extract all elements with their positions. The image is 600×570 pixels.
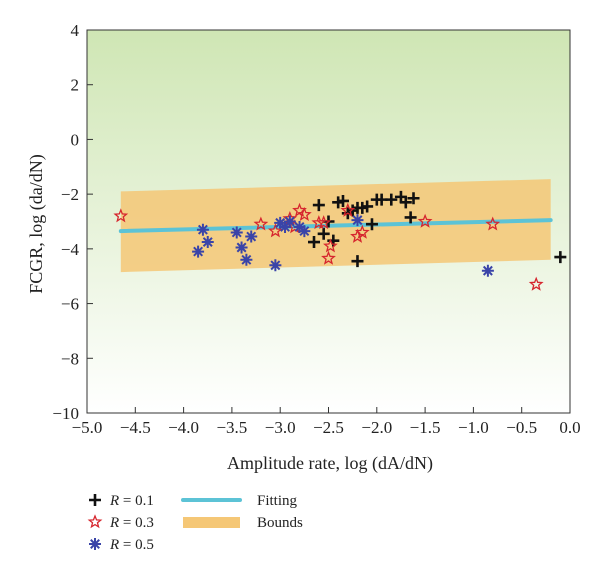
data-point-r01 xyxy=(317,227,330,240)
data-point-r03 xyxy=(340,202,356,217)
x-tick-label: −1.5 xyxy=(410,418,441,437)
data-point-r03 xyxy=(485,216,501,231)
fitting-line xyxy=(118,218,553,234)
x-tick-label: −4.5 xyxy=(120,418,151,437)
legend: R = 0.1 R = 0.3 R = 0.5 Fitting Bounds xyxy=(87,493,303,553)
data-point-r01 xyxy=(407,192,420,205)
data-point-r05 xyxy=(279,220,292,233)
y-tick-label: −10 xyxy=(52,404,79,423)
legend-fitting-label: Fitting xyxy=(257,493,298,509)
legend-bounds-swatch xyxy=(183,517,240,528)
data-point-r01 xyxy=(385,193,398,206)
data-point-r05 xyxy=(196,223,209,236)
y-axis-ticks: 4 2 0 −2 −4 −6 −8 −10 xyxy=(52,21,93,423)
data-point-r03 xyxy=(417,213,433,228)
data-point-r03 xyxy=(267,223,283,238)
data-point-r05 xyxy=(192,245,205,258)
legend-r05-marker xyxy=(89,538,101,550)
x-tick-label: −2.0 xyxy=(361,418,392,437)
data-point-r03 xyxy=(528,276,544,291)
data-point-r05 xyxy=(245,230,258,243)
x-tick-label: −2.5 xyxy=(313,418,344,437)
data-point-r05 xyxy=(240,253,253,266)
data-point-r05 xyxy=(283,215,296,228)
data-point-r05 xyxy=(293,220,306,233)
x-tick-label: −4.0 xyxy=(168,418,199,437)
data-point-r05 xyxy=(274,216,287,229)
data-point-r03 xyxy=(296,206,312,221)
legend-r03-label: R = 0.3 xyxy=(109,515,154,531)
y-tick-label: 0 xyxy=(71,130,80,149)
data-point-r03 xyxy=(316,215,332,230)
data-points xyxy=(113,190,567,291)
data-point-r03 xyxy=(354,224,370,239)
data-point-r01 xyxy=(404,211,417,224)
data-point-r03 xyxy=(321,250,336,265)
data-point-r05 xyxy=(298,225,311,238)
x-tick-label: 0.0 xyxy=(559,418,580,437)
data-point-r01 xyxy=(308,236,321,249)
data-point-r01 xyxy=(361,200,374,213)
data-point-r05 xyxy=(201,236,214,249)
data-point-r05 xyxy=(481,264,494,277)
legend-r05-label: R = 0.5 xyxy=(109,537,154,553)
data-point-r05 xyxy=(235,241,248,254)
y-tick-label: −6 xyxy=(61,295,79,314)
data-point-r05 xyxy=(230,226,243,239)
legend-r03-marker xyxy=(87,514,103,529)
y-tick-label: −2 xyxy=(61,185,79,204)
x-tick-label: −3.0 xyxy=(265,418,296,437)
data-point-r01 xyxy=(399,196,412,209)
data-point-r01 xyxy=(336,194,349,207)
y-axis-label: FCGR, log (da/dN) xyxy=(26,154,47,294)
data-point-r03 xyxy=(323,238,338,253)
data-point-r01 xyxy=(365,218,378,231)
data-point-r01 xyxy=(554,251,567,264)
data-point-r03 xyxy=(253,216,269,231)
x-tick-label: −3.5 xyxy=(216,418,247,437)
x-tick-label: −1.0 xyxy=(458,418,489,437)
x-axis-ticks: −5.0 −4.5 −4.0 −3.5 −3.0 −2.5 −2.0 −1.5 −1.0 −0.5… xyxy=(72,407,581,437)
legend-r01-marker xyxy=(89,494,101,506)
data-point-r05 xyxy=(351,214,364,227)
data-point-r01 xyxy=(312,199,325,212)
y-tick-label: 4 xyxy=(71,21,80,40)
legend-bounds-label: Bounds xyxy=(257,515,303,531)
data-point-r03 xyxy=(311,215,327,230)
data-point-r03 xyxy=(113,208,129,223)
x-axis-label: Amplitude rate, log (dA/dN) xyxy=(227,453,433,474)
legend-r01-label: R = 0.1 xyxy=(109,493,154,509)
y-tick-label: −8 xyxy=(61,349,79,368)
y-tick-label: 2 xyxy=(71,76,80,95)
y-tick-label: −4 xyxy=(61,240,80,259)
data-point-r01 xyxy=(351,255,364,268)
data-point-r05 xyxy=(269,259,282,272)
x-tick-label: −5.0 xyxy=(72,418,103,437)
x-tick-label: −0.5 xyxy=(506,418,537,437)
